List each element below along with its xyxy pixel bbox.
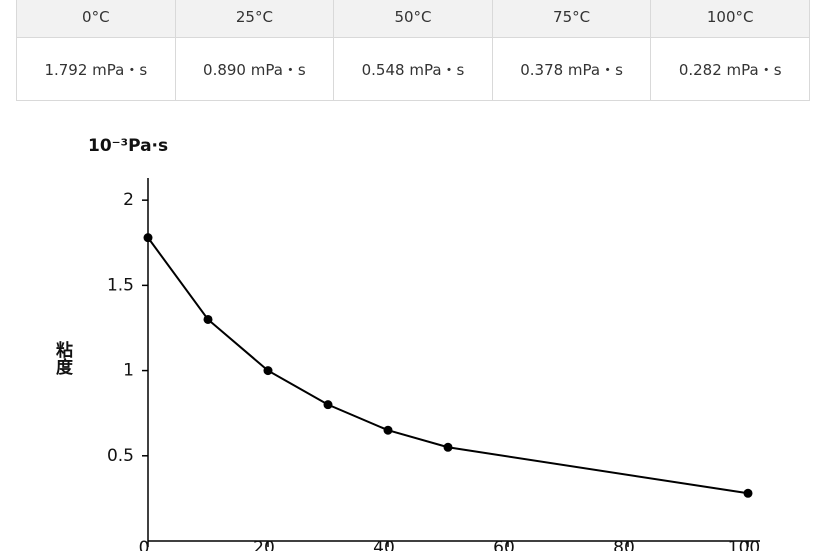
point bbox=[743, 488, 753, 498]
header-cell: 50°C bbox=[333, 0, 493, 38]
point bbox=[263, 366, 273, 376]
cell: 0.282 mPa・s bbox=[650, 37, 810, 101]
y-tick-label: 1.5 bbox=[107, 275, 134, 295]
y-tick-label: 1 bbox=[123, 361, 134, 381]
cell: 0.548 mPa・s bbox=[333, 37, 493, 101]
line bbox=[147, 237, 749, 495]
y-tick-label: 0.5 bbox=[107, 446, 134, 466]
x-tick-label: 0 bbox=[139, 538, 150, 551]
header-cell: 25°C bbox=[174, 0, 335, 38]
point bbox=[443, 442, 453, 452]
cell: 0.890 mPa・s bbox=[174, 37, 335, 101]
point bbox=[203, 314, 213, 324]
header-cell: 75°C bbox=[491, 0, 652, 38]
y-tick-label: 2 bbox=[123, 190, 134, 210]
x-tick-label: 100 bbox=[728, 538, 760, 551]
cell: 0.378 mPa・s bbox=[491, 37, 652, 101]
point bbox=[383, 425, 393, 435]
y-axis-label: 粘度 bbox=[52, 340, 73, 376]
point bbox=[323, 400, 333, 410]
x-tick-label: 40 bbox=[373, 538, 395, 551]
header-cell: 100°C bbox=[650, 0, 810, 38]
header-row: 0°C 25°C 50°C 75°C 100°C bbox=[16, 0, 810, 38]
y-unit: 10⁻³Pa·s bbox=[88, 136, 168, 156]
point bbox=[143, 233, 153, 243]
header-cell: 0°C bbox=[16, 0, 176, 38]
x-tick-label: 80 bbox=[613, 538, 635, 551]
viscosity-table: 0°C 25°C 50°C 75°C 100°C 1.792 mPa・s 0.8… bbox=[16, 0, 810, 101]
x-tick-label: 20 bbox=[253, 538, 275, 551]
cell: 1.792 mPa・s bbox=[16, 37, 176, 101]
x-tick-label: 60 bbox=[493, 538, 515, 551]
data-row: 1.792 mPa・s 0.890 mPa・s 0.548 mPa・s 0.37… bbox=[16, 37, 810, 101]
